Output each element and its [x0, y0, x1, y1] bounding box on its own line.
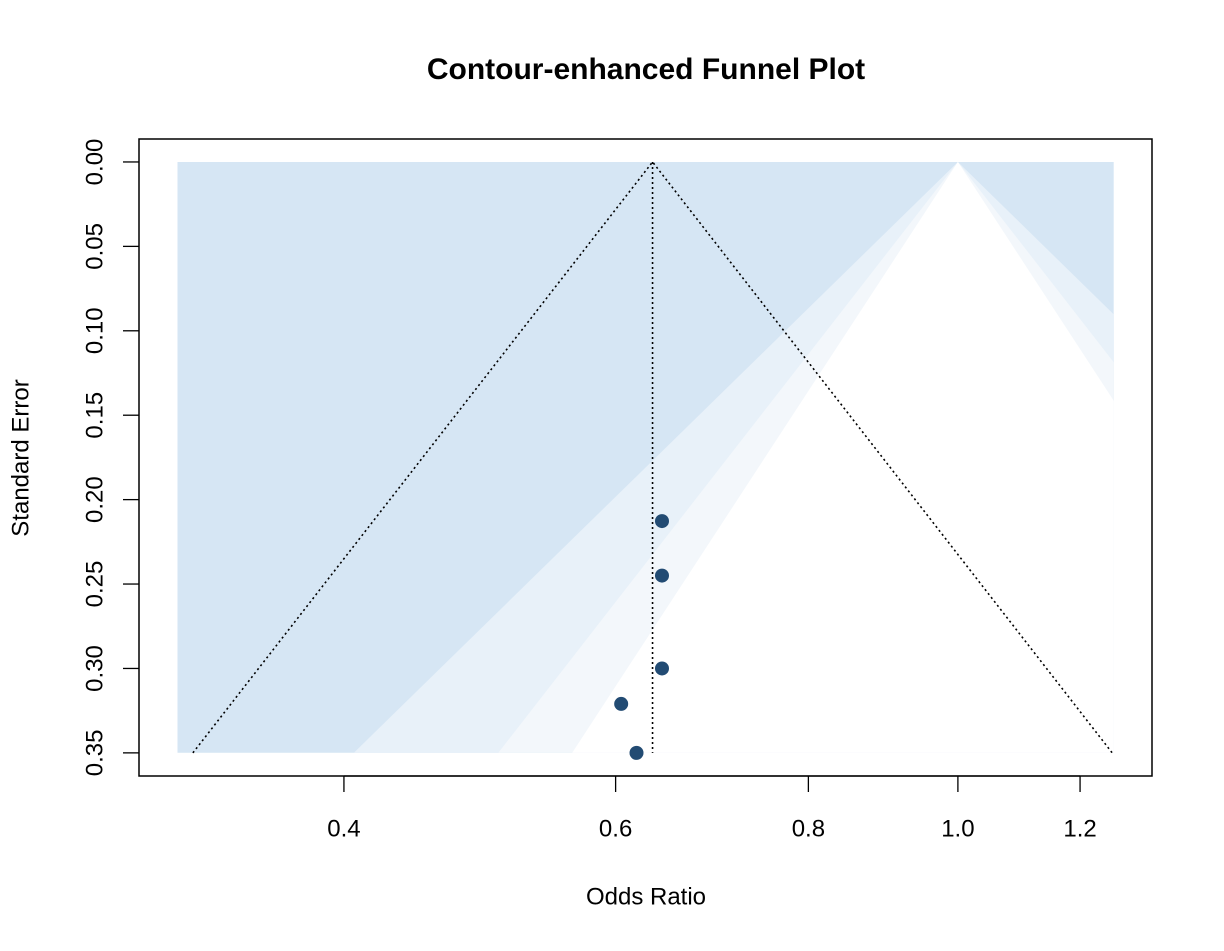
x-axis-label: Odds Ratio — [586, 883, 706, 910]
x-tick-label: 1.2 — [1063, 815, 1096, 842]
y-tick-label: 0.20 — [81, 476, 108, 523]
x-tick-label: 0.6 — [599, 815, 632, 842]
contour-region — [572, 161, 1114, 753]
study-point — [654, 661, 669, 676]
chart-title: Contour-enhanced Funnel Plot — [427, 53, 865, 86]
x-tick-label: 0.8 — [792, 815, 825, 842]
y-axis-label: Standard Error — [7, 379, 34, 536]
y-tick-label: 0.30 — [81, 645, 108, 692]
x-tick-label: 1.0 — [941, 815, 974, 842]
y-tick-label: 0.25 — [81, 561, 108, 608]
y-tick-label: 0.00 — [81, 139, 108, 186]
contour-shading — [177, 161, 1114, 753]
y-tick-label: 0.05 — [81, 223, 108, 270]
study-point — [614, 696, 629, 711]
y-tick-label: 0.15 — [81, 392, 108, 439]
y-tick-label: 0.35 — [81, 730, 108, 777]
study-point — [629, 745, 644, 760]
study-point — [654, 514, 669, 529]
y-tick-label: 0.10 — [81, 307, 108, 354]
study-point — [654, 568, 669, 583]
x-tick-label: 0.4 — [327, 815, 360, 842]
